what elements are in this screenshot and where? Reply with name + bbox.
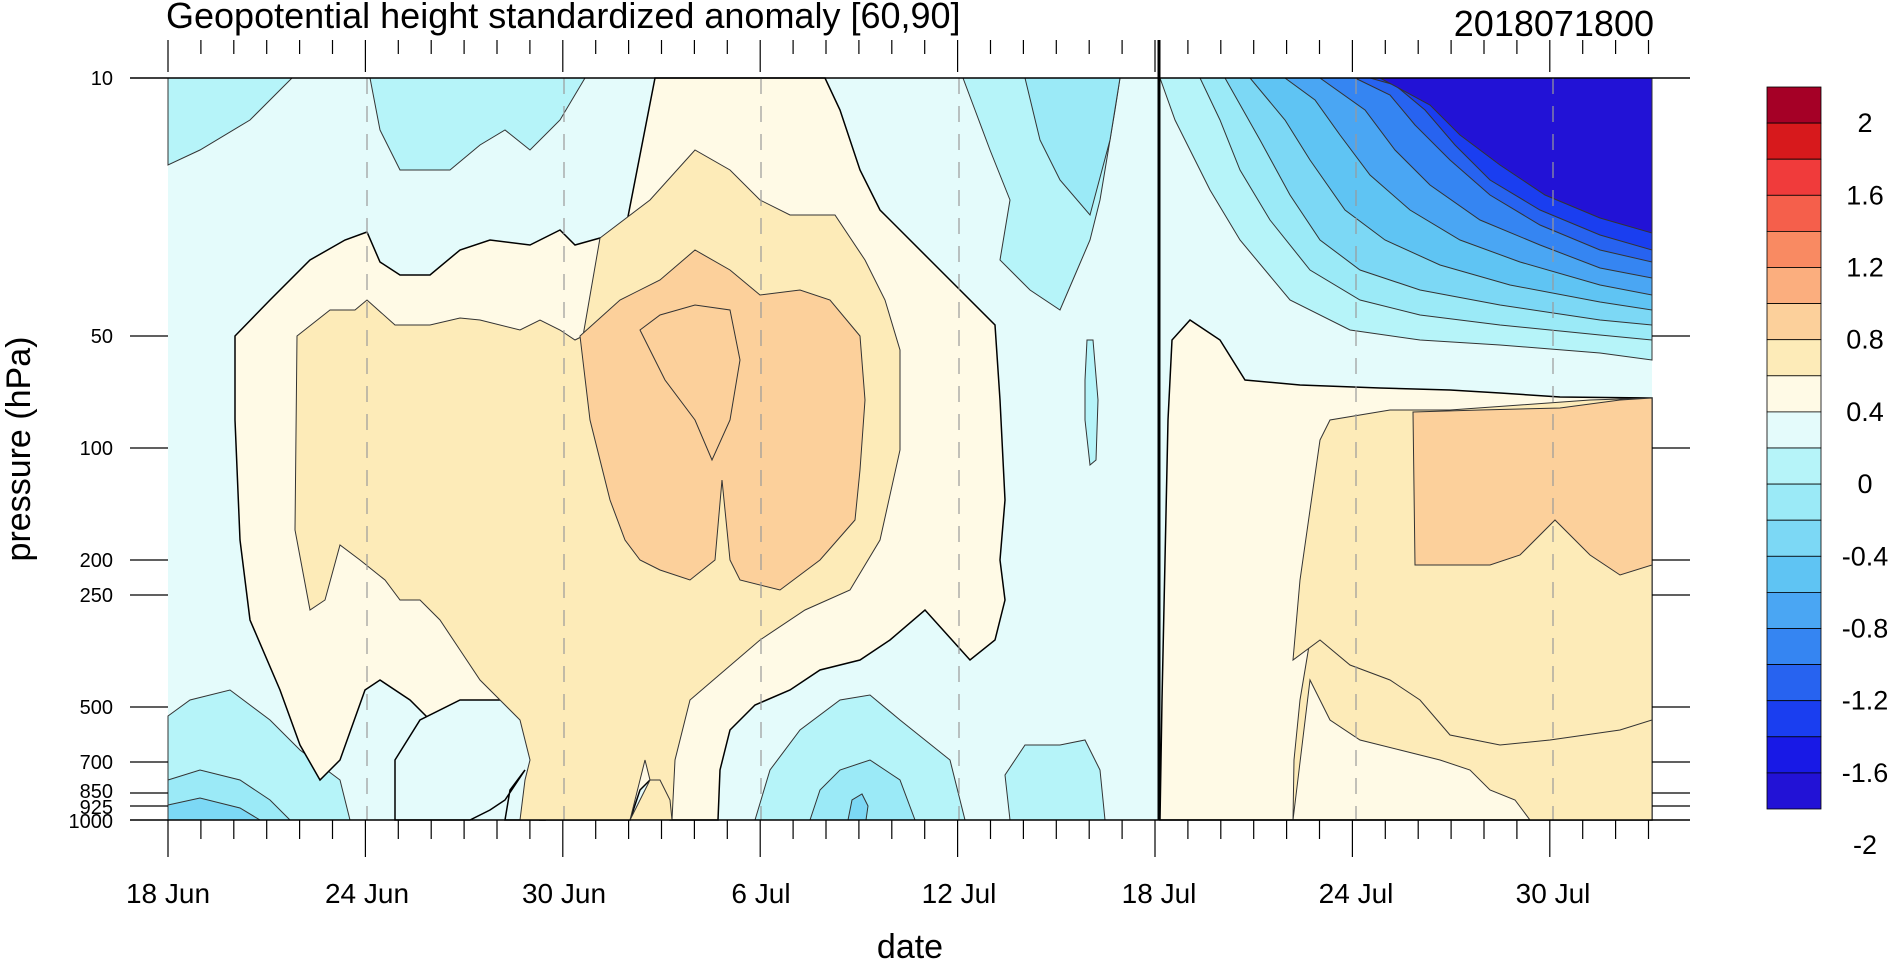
region-neg-mid-thin <box>1084 339 1099 466</box>
y-tick-label: 50 <box>91 326 113 348</box>
x-tick-label: 6 Jul <box>731 878 790 909</box>
colorbar <box>1766 86 1822 810</box>
x-tick-label: 30 Jul <box>1516 878 1591 909</box>
x-tick-label: 18 Jun <box>126 878 210 909</box>
colorbar-label: 1.2 <box>1846 253 1884 283</box>
colorbar-label: 0 <box>1857 469 1872 499</box>
contour-regions <box>167 77 1653 821</box>
colorbar-label: 0.8 <box>1846 325 1884 355</box>
colorbar-label: -1.2 <box>1842 686 1889 716</box>
colorbar-swatch <box>1766 628 1822 665</box>
colorbar-label: -1.6 <box>1842 758 1889 788</box>
y-tick-label: 10 <box>91 68 113 90</box>
x-tick-label: 24 Jul <box>1319 878 1394 909</box>
colorbar-swatch <box>1766 772 1822 810</box>
colorbar-swatch <box>1766 555 1822 593</box>
colorbar-swatch <box>1766 158 1822 196</box>
region-pos-peak-06 <box>639 304 741 462</box>
colorbar-swatch <box>1766 339 1822 377</box>
colorbar-label: 1.6 <box>1846 180 1884 210</box>
x-tick-labels: 18 Jun 24 Jun 30 Jun 6 Jul 12 Jul 18 Jul… <box>126 878 1590 909</box>
x-tick-label: 24 Jun <box>325 878 409 909</box>
colorbar-swatch <box>1766 592 1822 629</box>
y-tick-label: 700 <box>80 752 113 774</box>
chart-title: Geopotential height standardized anomaly… <box>166 0 961 36</box>
y-tick-labels: 10 50 100 200 250 500 700 850 925 1000 <box>69 68 114 833</box>
y-axis-label: pressure (hPa) <box>0 337 38 562</box>
region-neg-top-mid <box>369 77 586 171</box>
y-tick-label: 925 <box>80 797 113 819</box>
colorbar-swatch <box>1766 483 1822 521</box>
colorbar-swatch <box>1766 122 1822 160</box>
colorbar-swatch <box>1766 303 1822 341</box>
x-tick-label: 18 Jul <box>1122 878 1197 909</box>
x-tick-label: 12 Jul <box>922 878 997 909</box>
y-tick-label: 1000 <box>69 811 114 833</box>
x-axis-label: date <box>877 928 943 963</box>
colorbar-swatch <box>1766 411 1822 449</box>
colorbar-label: -0.4 <box>1842 541 1889 571</box>
colorbar-label: -2 <box>1853 830 1877 860</box>
colorbar-swatch <box>1766 664 1822 702</box>
region-neg-bottom-center <box>754 694 966 821</box>
colorbar-label: 2 <box>1857 108 1872 138</box>
colorbar-swatch <box>1766 519 1822 557</box>
x-tick-label: 30 Jun <box>522 878 606 909</box>
colorbar-swatch <box>1766 267 1822 304</box>
date-guide-lines <box>366 78 1554 820</box>
plot-frame <box>130 77 1690 821</box>
colorbar-swatch <box>1766 375 1822 413</box>
y-tick-label: 850 <box>80 781 113 803</box>
colorbar-label: 0.4 <box>1846 397 1884 427</box>
colorbar-labels: 2 1.6 1.2 0.8 0.4 0 -0.4 -0.8 -1.2 -1.6 -2 <box>1842 108 1889 860</box>
y-tick-label: 250 <box>80 585 113 607</box>
colorbar-swatch <box>1766 194 1822 232</box>
x-tick-marks <box>167 40 1650 857</box>
region-neg-right-band-9 <box>1379 77 1653 234</box>
colorbar-swatch <box>1766 700 1822 738</box>
y-tick-label: 200 <box>80 550 113 572</box>
colorbar-swatch <box>1766 86 1822 124</box>
colorbar-swatch <box>1766 447 1822 485</box>
colorbar-swatch <box>1766 230 1822 268</box>
region-neg-bottom-left-3 <box>167 797 262 821</box>
region-neg-bottom-right-small <box>1004 739 1106 821</box>
y-tick-label: 500 <box>80 697 113 719</box>
chart-subtitle: 2018071800 <box>1454 3 1654 44</box>
colorbar-swatch <box>1766 736 1822 774</box>
colorbar-label: -0.8 <box>1842 614 1889 644</box>
y-tick-label: 100 <box>80 438 113 460</box>
y-tick-marks <box>130 335 1690 807</box>
region-pos-right-04 <box>1412 397 1653 576</box>
